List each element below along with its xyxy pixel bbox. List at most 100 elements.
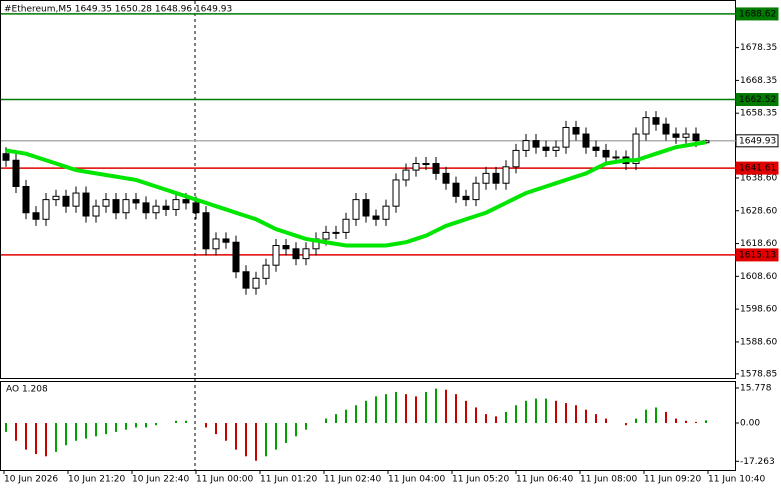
ao-frame (0, 381, 736, 471)
candle-body (512, 149, 520, 168)
candle-body (412, 163, 420, 171)
candle-body (142, 202, 150, 214)
y-tick-label: 0.00 (740, 419, 760, 429)
level-label-box (735, 248, 779, 262)
x-tick-label: 11 Jun 04:00 (388, 475, 445, 485)
y-tick-label: 1638.60 (740, 173, 777, 183)
candle-body (102, 199, 110, 207)
candle-body (152, 205, 160, 214)
x-tick-label: 11 Jun 05:20 (452, 475, 509, 485)
candle-body (442, 172, 450, 184)
candle-body (482, 172, 490, 184)
candle-body (502, 166, 510, 184)
candle-body (422, 163, 430, 166)
candle-body (462, 195, 470, 201)
y-tick-label: 1668.35 (740, 76, 777, 86)
candle-body (232, 241, 240, 273)
candle-body (382, 205, 390, 220)
candle-body (582, 133, 590, 148)
y-tick-label: 1598.60 (740, 305, 777, 315)
moving-average (5, 140, 707, 248)
candle-body (22, 185, 30, 214)
y-tick-label: 1628.60 (740, 206, 777, 216)
y-tick-label: 1588.60 (740, 337, 777, 347)
level-label-box (735, 161, 779, 175)
candle-body (322, 231, 330, 240)
candle-body (522, 140, 530, 151)
level-label: 1688.62 (739, 9, 776, 19)
candle-body (342, 218, 350, 233)
x-tick-label: 10 Jun 22:40 (132, 475, 189, 485)
candle-body (2, 153, 10, 161)
candle-body (62, 195, 70, 207)
y-tick-label: -17.263 (740, 457, 775, 467)
candle-body (52, 195, 60, 201)
x-tick-label: 10 Jun 2026 (4, 475, 58, 485)
candle-body (682, 133, 690, 138)
candle-body (602, 149, 610, 158)
candle-body (542, 146, 550, 151)
candle-body (552, 146, 560, 151)
y-tick-label: 1608.60 (740, 272, 777, 282)
candle-body (392, 179, 400, 207)
candle-body (12, 159, 20, 187)
candle-body (632, 133, 640, 165)
candle-body (642, 117, 650, 135)
y-tick-label: 1678.35 (740, 43, 777, 53)
candle-body (82, 192, 90, 217)
level-label: 1662.52 (739, 95, 776, 105)
x-tick-label: 11 Jun 08:00 (580, 475, 637, 485)
candle-body (292, 248, 300, 260)
level-label-box (735, 93, 779, 107)
candle-body (362, 199, 370, 217)
candle-body (252, 277, 260, 289)
candle-body (112, 199, 120, 214)
candle-body (282, 245, 290, 250)
candle-body (572, 126, 580, 135)
candle-body (692, 133, 700, 142)
level-label: 1641.61 (739, 164, 776, 174)
level-label-box (735, 134, 779, 148)
candle-body (562, 126, 570, 148)
x-tick-label: 11 Jun 01:20 (260, 475, 317, 485)
level-label: 1649.93 (739, 136, 776, 146)
y-tick-label: 15.778 (740, 383, 772, 393)
x-tick-label: 11 Jun 00:00 (196, 475, 253, 485)
candle-body (272, 245, 280, 266)
ao-title: AO 1.208 (6, 385, 48, 395)
candle-body (492, 172, 500, 184)
candle-body (592, 146, 600, 151)
candle-body (92, 205, 100, 217)
candle-body (72, 192, 80, 207)
candle-body (242, 271, 250, 289)
candle-body (202, 212, 210, 250)
candle-body (372, 215, 380, 220)
level-label: 1615.13 (739, 250, 776, 260)
chart-title: #Ethereum,M5 1649.35 1650.28 1648.96 164… (4, 5, 232, 15)
candle-body (532, 140, 540, 148)
y-tick-label: 1618.60 (740, 239, 777, 249)
candle-body (672, 133, 680, 138)
candle-body (332, 231, 340, 234)
candle-body (352, 199, 360, 220)
x-tick-label: 10 Jun 21:20 (68, 475, 125, 485)
candle-body (262, 264, 270, 279)
candle-body (192, 202, 200, 214)
candle-body (662, 123, 670, 135)
candle-body (472, 182, 480, 201)
candle-body (222, 238, 230, 243)
x-tick-label: 11 Jun 02:40 (324, 475, 381, 485)
candle-body (32, 212, 40, 220)
main-frame (0, 0, 736, 379)
candle-body (652, 117, 660, 125)
candle-body (182, 199, 190, 204)
x-tick-label: 11 Jun 10:40 (708, 475, 765, 485)
x-tick-label: 11 Jun 09:20 (644, 475, 701, 485)
candle-body (432, 163, 440, 174)
candle-body (162, 205, 170, 210)
candle-body (612, 156, 620, 159)
candle-body (122, 199, 130, 214)
candle-body (452, 182, 460, 197)
candle-body (402, 169, 410, 181)
